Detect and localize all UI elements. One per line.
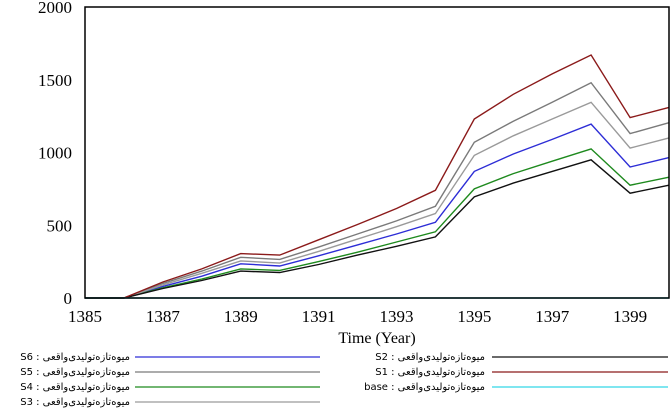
- legend-label: S3 : میوه‌تازه‌تولیدی‌واقعی: [20, 397, 130, 408]
- legend: S6 : میوه‌تازه‌تولیدی‌واقعی S5 : میوه‌تاز…: [20, 352, 668, 408]
- legend-label: S4 : میوه‌تازه‌تولیدی‌واقعی: [20, 382, 130, 393]
- legend-label: S1 : میوه‌تازه‌تولیدی‌واقعی: [375, 367, 485, 378]
- y-tick-label: 1500: [38, 71, 72, 90]
- series-line-3: [85, 101, 670, 299]
- x-tick-label: 1391: [302, 307, 336, 326]
- legend-label: S2 : میوه‌تازه‌تولیدی‌واقعی: [375, 352, 485, 363]
- x-tick-label: 1399: [613, 307, 647, 326]
- x-tick-label: 1387: [146, 307, 181, 326]
- series-line-0: [85, 123, 670, 299]
- legend-label: S5 : میوه‌تازه‌تولیدی‌واقعی: [20, 367, 130, 378]
- y-tick-label: 0: [64, 289, 73, 308]
- series-line-5: [85, 54, 670, 299]
- x-tick-label: 1395: [457, 307, 491, 326]
- x-tick-label: 1393: [379, 307, 413, 326]
- plot-frame: [84, 6, 670, 299]
- y-tick-label: 2000: [38, 0, 72, 17]
- x-tick-label: 1389: [224, 307, 258, 326]
- legend-label: base : میوه‌تازه‌تولیدی‌واقعی: [364, 382, 485, 393]
- x-tick-label: 1397: [535, 307, 570, 326]
- x-tick-label: 1385: [68, 307, 102, 326]
- y-tick-label: 500: [47, 216, 73, 235]
- y-tick-label: 1000: [38, 144, 72, 163]
- series-line-1: [85, 81, 670, 299]
- x-axis-label: Time (Year): [338, 330, 415, 347]
- legend-label: S6 : میوه‌تازه‌تولیدی‌واقعی: [20, 352, 130, 363]
- series-line-2: [85, 148, 670, 299]
- series-lines: [85, 54, 670, 299]
- y-axis-ticks: 0 500 1000 1500 2000: [38, 0, 72, 308]
- series-line-4: [85, 159, 670, 299]
- x-axis-ticks: 1385 1387 1389 1391 1393 1395 1397 1399: [68, 307, 647, 326]
